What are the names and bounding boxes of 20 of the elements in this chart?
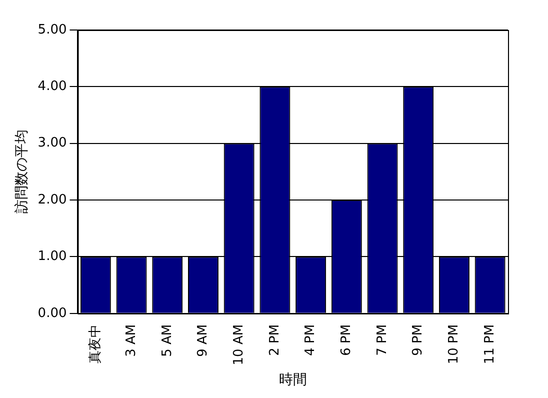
x-tick-label: 4 PM [303, 324, 318, 356]
y-tick-label: 4.00 [38, 79, 67, 94]
x-tick-label: 5 AM [160, 324, 175, 357]
y-tick-label: 3.00 [38, 136, 67, 151]
x-tick-label: 10 AM [231, 324, 246, 366]
x-tick-label: 7 PM [374, 324, 390, 356]
x-tick-label: 6 PM [339, 324, 354, 356]
y-tick-label: 5.00 [38, 22, 67, 38]
x-tick-label: 10 PM [446, 324, 462, 364]
x-tick-label: 9 PM [410, 324, 426, 356]
x-tick-label: 9 AM [196, 324, 211, 357]
y-axis-title: 訪問数の平均 [14, 130, 30, 214]
x-tick-label: 2 PM [267, 324, 282, 356]
x-tick-label: 真夜中 [87, 324, 104, 364]
x-tick-label: 11 PM [482, 324, 498, 364]
y-tick-label: 1.00 [38, 249, 67, 264]
x-axis-title: 時間 [278, 372, 307, 388]
x-tick-label: 3 AM [124, 324, 139, 357]
y-tick-label: 2.00 [38, 192, 67, 208]
y-tick-label: 0.00 [38, 306, 67, 321]
